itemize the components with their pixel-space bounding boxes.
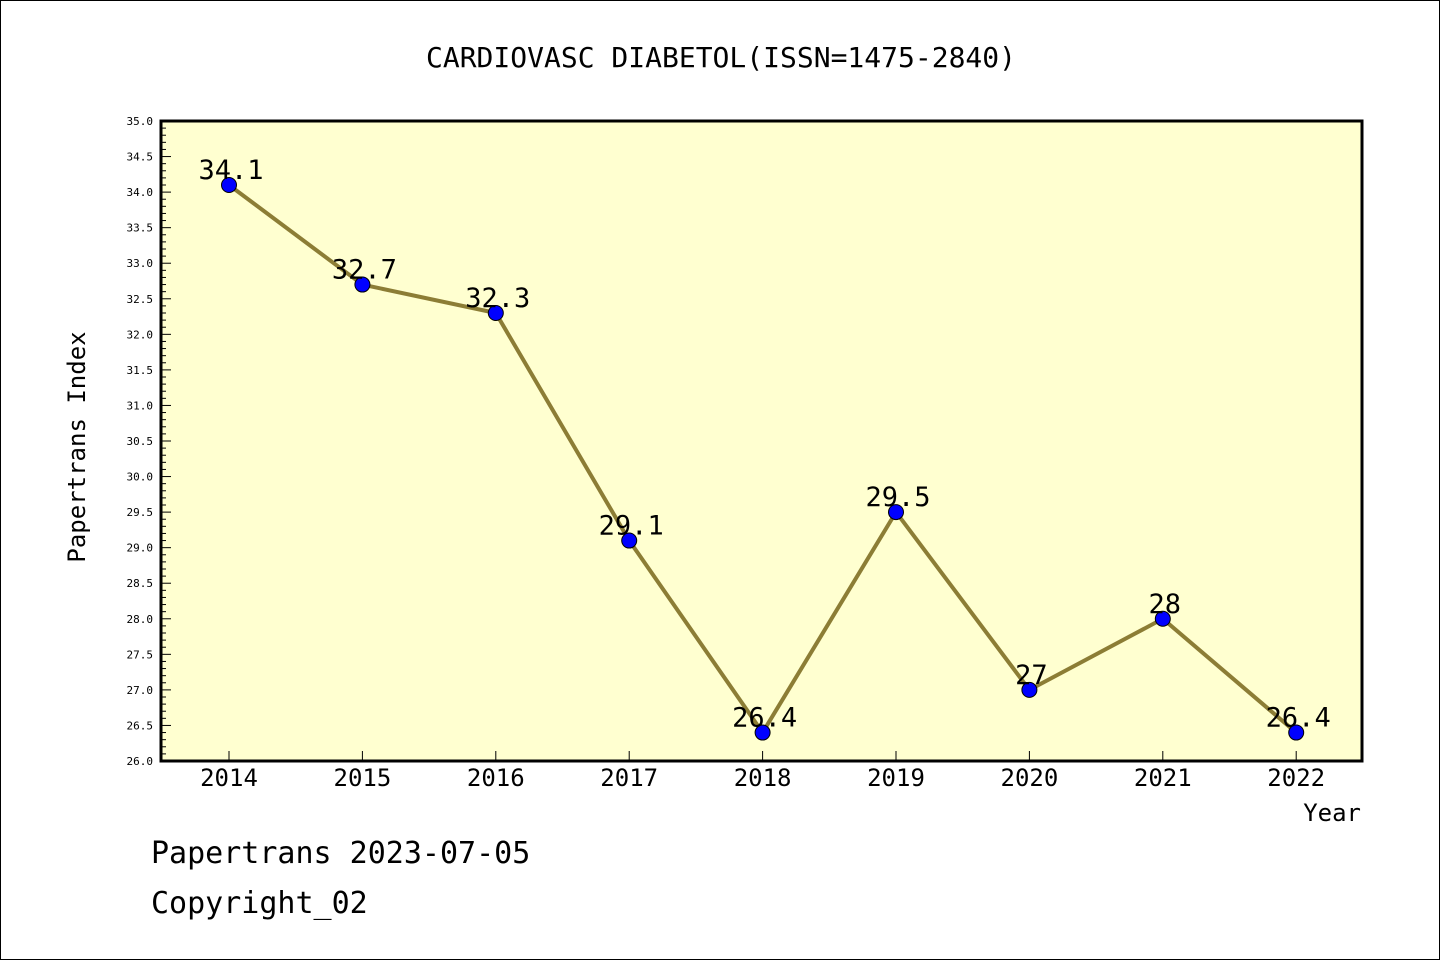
x-tick-label: 2015 — [334, 764, 392, 792]
data-label: 32.3 — [465, 283, 530, 314]
y-tick-label: 27.0 — [127, 684, 154, 697]
y-tick-label: 32.0 — [127, 328, 154, 341]
y-tick-label: 30.5 — [127, 435, 154, 448]
plot-area — [161, 121, 1362, 761]
data-label: 26.4 — [732, 703, 797, 734]
data-label: 27 — [1015, 660, 1048, 691]
footer-date-text: Papertrans 2023-07-05 — [151, 836, 531, 871]
y-tick-label: 35.0 — [127, 115, 154, 128]
x-tick-label: 2022 — [1267, 764, 1325, 792]
x-tick-label: 2016 — [467, 764, 525, 792]
y-tick-label: 27.5 — [127, 648, 154, 661]
x-axis-label: Year — [1303, 799, 1361, 827]
y-tick-label: 29.5 — [127, 506, 154, 519]
y-tick-label: 33.0 — [127, 257, 154, 270]
footer-copyright-text: Copyright_02 — [151, 886, 368, 921]
y-tick-label: 33.5 — [127, 222, 154, 235]
x-tick-label: 2019 — [867, 764, 925, 792]
x-tick-label: 2017 — [600, 764, 658, 792]
data-label: 29.1 — [599, 511, 664, 542]
y-tick-label: 32.5 — [127, 293, 154, 306]
y-tick-label: 28.5 — [127, 577, 154, 590]
data-point — [1288, 724, 1305, 741]
y-tick-label: 28.0 — [127, 613, 154, 626]
data-point — [487, 305, 504, 321]
y-tick-label: 26.5 — [127, 719, 154, 732]
y-tick-label: 26.0 — [127, 755, 154, 768]
data-point — [221, 177, 237, 193]
data-point — [621, 532, 638, 549]
x-tick-label: 2014 — [200, 764, 258, 792]
x-tick-label: 2020 — [1001, 764, 1059, 792]
data-point — [888, 504, 904, 521]
data-label: 34.1 — [198, 155, 263, 186]
data-point — [1154, 610, 1171, 627]
y-tick-label: 29.0 — [127, 542, 154, 555]
y-tick-label: 31.0 — [127, 399, 154, 412]
x-tick-label: 2018 — [734, 764, 792, 792]
data-label: 32.7 — [332, 255, 397, 286]
y-axis-label: Papertrans Index — [63, 331, 91, 562]
data-point — [354, 276, 371, 293]
data-label: 28 — [1149, 589, 1182, 620]
data-point — [1021, 681, 1038, 698]
y-tick-label: 31.5 — [127, 364, 154, 377]
data-point — [754, 724, 771, 741]
data-label: 29.5 — [865, 482, 930, 513]
chart-title: CARDIOVASC DIABETOL(ISSN=1475-2840) — [426, 41, 1016, 74]
x-tick-label: 2021 — [1134, 764, 1192, 792]
plot-border — [159, 119, 1364, 763]
data-label: 26.4 — [1266, 703, 1331, 734]
y-tick-label: 34.5 — [127, 151, 154, 164]
y-tick-label: 34.0 — [127, 186, 154, 199]
y-tick-label: 30.0 — [127, 471, 154, 484]
